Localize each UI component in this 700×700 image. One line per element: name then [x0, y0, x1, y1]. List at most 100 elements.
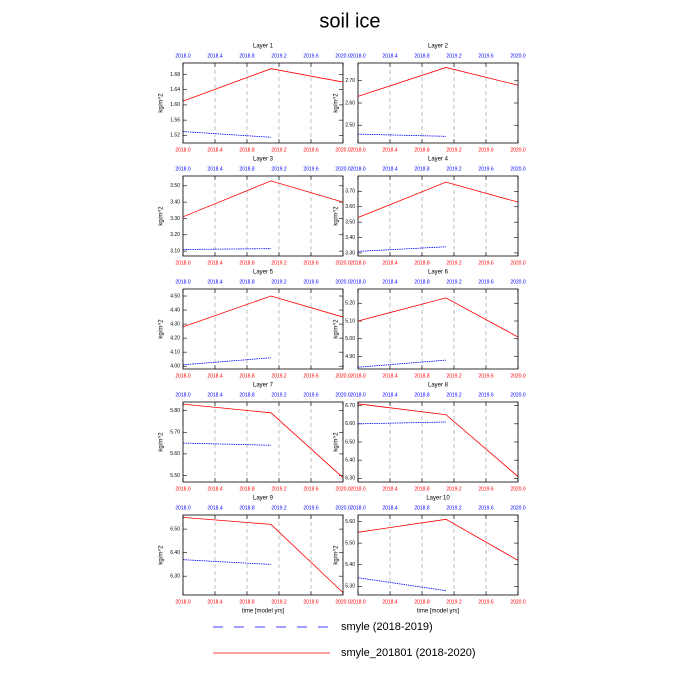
x2-tick-label: 2018.0 [175, 166, 191, 172]
x2-tick-label: 2019.2 [446, 53, 462, 59]
x-tick-label: 2018.0 [350, 260, 366, 266]
x-tick-label: 2019.2 [271, 486, 287, 492]
x-tick-label: 2020.0 [335, 599, 351, 605]
x-tick-label: 2018.4 [207, 260, 223, 266]
x2-tick-label: 2018.8 [239, 166, 255, 172]
y-tick-label: 3.70 [345, 189, 355, 195]
y-tick-label: 3.50 [170, 183, 180, 189]
x2-tick-label: 2018.4 [382, 279, 398, 285]
x-tick-label: 2019.2 [446, 147, 462, 153]
x2-tick-label: 2018.8 [414, 166, 430, 172]
x-tick-label: 2018.4 [382, 486, 398, 492]
x-tick-label: 2018.4 [382, 599, 398, 605]
x-tick-label: 2018.4 [207, 599, 223, 605]
x2-tick-label: 2020.0 [335, 53, 351, 59]
x2-tick-label: 2018.8 [239, 392, 255, 398]
y-tick-label: 5.00 [345, 336, 355, 342]
series-line [357, 181, 519, 218]
plot-frame [357, 514, 519, 596]
series-line [357, 297, 519, 338]
x-tick-label: 2018.4 [207, 147, 223, 153]
x2-tick-label: 2019.6 [478, 392, 494, 398]
series-line [182, 248, 272, 250]
x-tick-label: 2018.4 [207, 486, 223, 492]
series-line [182, 68, 344, 102]
panel-title: Layer 7 [253, 383, 274, 389]
y-tick-label: 1.60 [170, 102, 180, 108]
x-tick-label: 2019.6 [478, 147, 494, 153]
x2-tick-label: 2019.2 [271, 166, 287, 172]
x-tick-label: 2018.4 [382, 147, 398, 153]
x-tick-label: 2019.2 [271, 599, 287, 605]
x-tick-label: 2020.0 [335, 260, 351, 266]
x2-tick-label: 2018.0 [175, 392, 191, 398]
x2-tick-label: 2019.2 [271, 392, 287, 398]
x2-tick-label: 2018.8 [239, 53, 255, 59]
x2-tick-label: 2018.4 [382, 505, 398, 511]
series-line [182, 180, 344, 218]
x-tick-label: 2019.2 [271, 373, 287, 379]
x-tick-label: 2018.8 [414, 373, 430, 379]
y-axis-label: kg/m^2 [159, 93, 165, 113]
x2-tick-label: 2019.2 [446, 392, 462, 398]
x-tick-label: 2019.6 [303, 147, 319, 153]
x-tick-label: 2018.0 [350, 599, 366, 605]
x2-tick-label: 2018.4 [207, 505, 223, 511]
y-tick-label: 6.30 [345, 476, 355, 482]
x2-tick-label: 2018.0 [175, 279, 191, 285]
y-axis-label: kg/m^2 [159, 432, 165, 452]
y-tick-label: 6.60 [345, 421, 355, 427]
x2-tick-label: 2018.8 [239, 505, 255, 511]
x-tick-label: 2019.6 [303, 599, 319, 605]
x-tick-label: 2018.8 [239, 147, 255, 153]
plot-frame [182, 175, 344, 257]
y-tick-label: 3.30 [345, 250, 355, 256]
x2-tick-label: 2020.0 [510, 392, 526, 398]
y-tick-label: 4.10 [170, 349, 180, 355]
x2-tick-label: 2018.4 [207, 279, 223, 285]
x-tick-label: 2018.8 [239, 260, 255, 266]
plot-frame [357, 62, 519, 144]
x2-tick-label: 2020.0 [510, 166, 526, 172]
x2-tick-label: 2019.6 [303, 53, 319, 59]
y-axis-label: kg/m^2 [159, 319, 165, 339]
plot-frame [357, 401, 519, 483]
x2-tick-label: 2018.0 [175, 53, 191, 59]
x2-tick-label: 2018.8 [414, 505, 430, 511]
y-axis-label: kg/m^2 [334, 206, 340, 226]
x-tick-label: 2019.2 [446, 599, 462, 605]
series-line [182, 442, 272, 446]
series-line [357, 421, 447, 425]
x-tick-label: 2019.6 [303, 373, 319, 379]
y-axis-label: kg/m^2 [334, 545, 340, 565]
x2-tick-label: 2020.0 [510, 279, 526, 285]
y-tick-label: 3.40 [345, 235, 355, 241]
x-tick-label: 2019.2 [271, 147, 287, 153]
x2-tick-label: 2019.2 [271, 53, 287, 59]
x-tick-label: 2020.0 [510, 486, 526, 492]
y-tick-label: 1.56 [170, 117, 180, 123]
x-tick-label: 2020.0 [335, 486, 351, 492]
y-tick-label: 1.52 [170, 133, 180, 139]
y-tick-label: 2.60 [345, 100, 355, 106]
plot-frame [357, 175, 519, 257]
series-line [357, 518, 519, 561]
legend-label: smyle_201801 (2018-2020) [341, 647, 476, 659]
x-tick-label: 2018.0 [175, 260, 191, 266]
y-tick-label: 3.60 [345, 204, 355, 210]
x-tick-label: 2018.8 [414, 147, 430, 153]
plot-frame [357, 288, 519, 370]
series-line [182, 357, 272, 366]
x-tick-label: 2018.8 [239, 599, 255, 605]
x2-tick-label: 2020.0 [335, 166, 351, 172]
x2-tick-label: 2018.4 [207, 392, 223, 398]
y-tick-label: 5.40 [345, 562, 355, 568]
x2-tick-label: 2018.4 [207, 53, 223, 59]
x-tick-label: 2018.0 [175, 373, 191, 379]
y-tick-label: 4.20 [170, 335, 180, 341]
legend-label: smyle (2018-2019) [341, 621, 433, 633]
y-tick-label: 6.50 [345, 439, 355, 445]
x2-tick-label: 2018.0 [350, 392, 366, 398]
x2-tick-label: 2019.2 [271, 505, 287, 511]
y-tick-label: 1.64 [170, 87, 180, 93]
